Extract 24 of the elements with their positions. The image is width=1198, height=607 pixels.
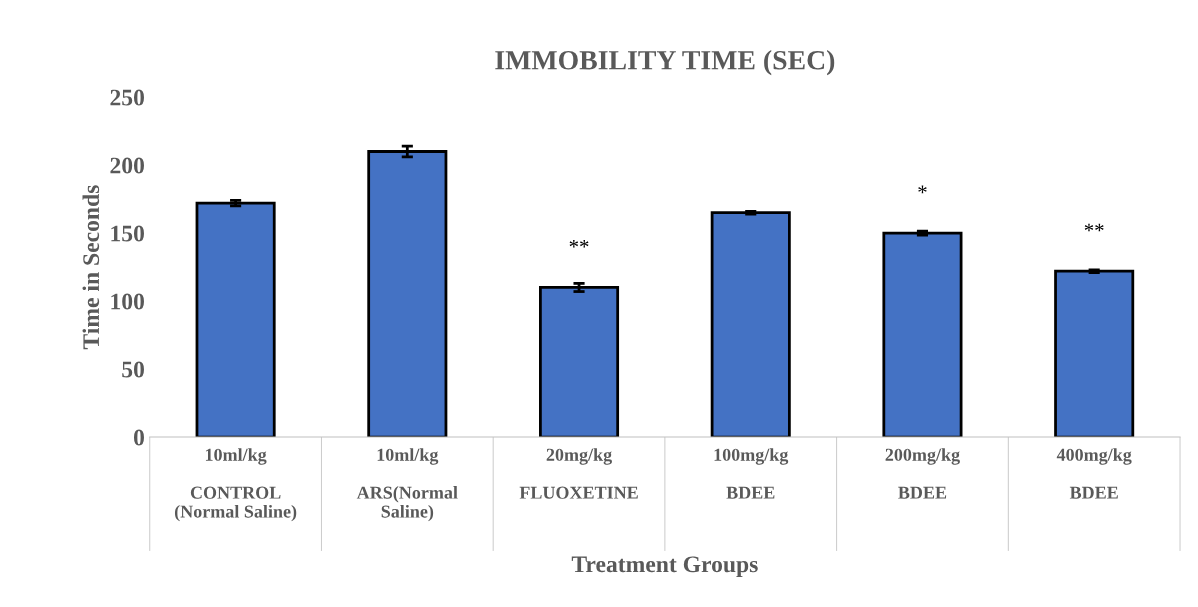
y-tick-label: 150 <box>111 225 144 242</box>
bar <box>539 286 620 438</box>
bar <box>710 211 791 438</box>
y-tick-label: 100 <box>111 293 144 310</box>
category-label: 20mg/kg FLUOXETINE <box>519 448 638 499</box>
x-tick-label: 10ml/kg ARS(Normal Saline) <box>356 448 458 522</box>
y-tick-label: 200 <box>110 157 144 174</box>
annotation: ** <box>569 239 589 248</box>
chart-title: IMMOBILITY TIME (SEC) <box>495 50 835 76</box>
category-label: 200mg/kg BDEE <box>885 448 960 499</box>
y-tick-label: 0 <box>133 429 144 446</box>
category-label: 10ml/kg CONTROL (Normal Saline) <box>174 448 297 522</box>
bar <box>882 231 963 438</box>
bar <box>1054 269 1135 438</box>
bar <box>367 150 448 438</box>
y-tick-label: 250 <box>110 89 144 106</box>
x-axis-title: Treatment Groups <box>571 556 758 578</box>
y-axis-title: Time in Seconds <box>82 185 100 350</box>
bar <box>195 201 276 438</box>
annotation: ** <box>1084 223 1104 232</box>
annotation: * <box>918 185 927 194</box>
category-label: 400mg/kg BDEE <box>1056 448 1132 499</box>
y-tick-label: 50 <box>122 361 144 378</box>
category-label: 100mg/kg BDEE <box>714 448 789 499</box>
